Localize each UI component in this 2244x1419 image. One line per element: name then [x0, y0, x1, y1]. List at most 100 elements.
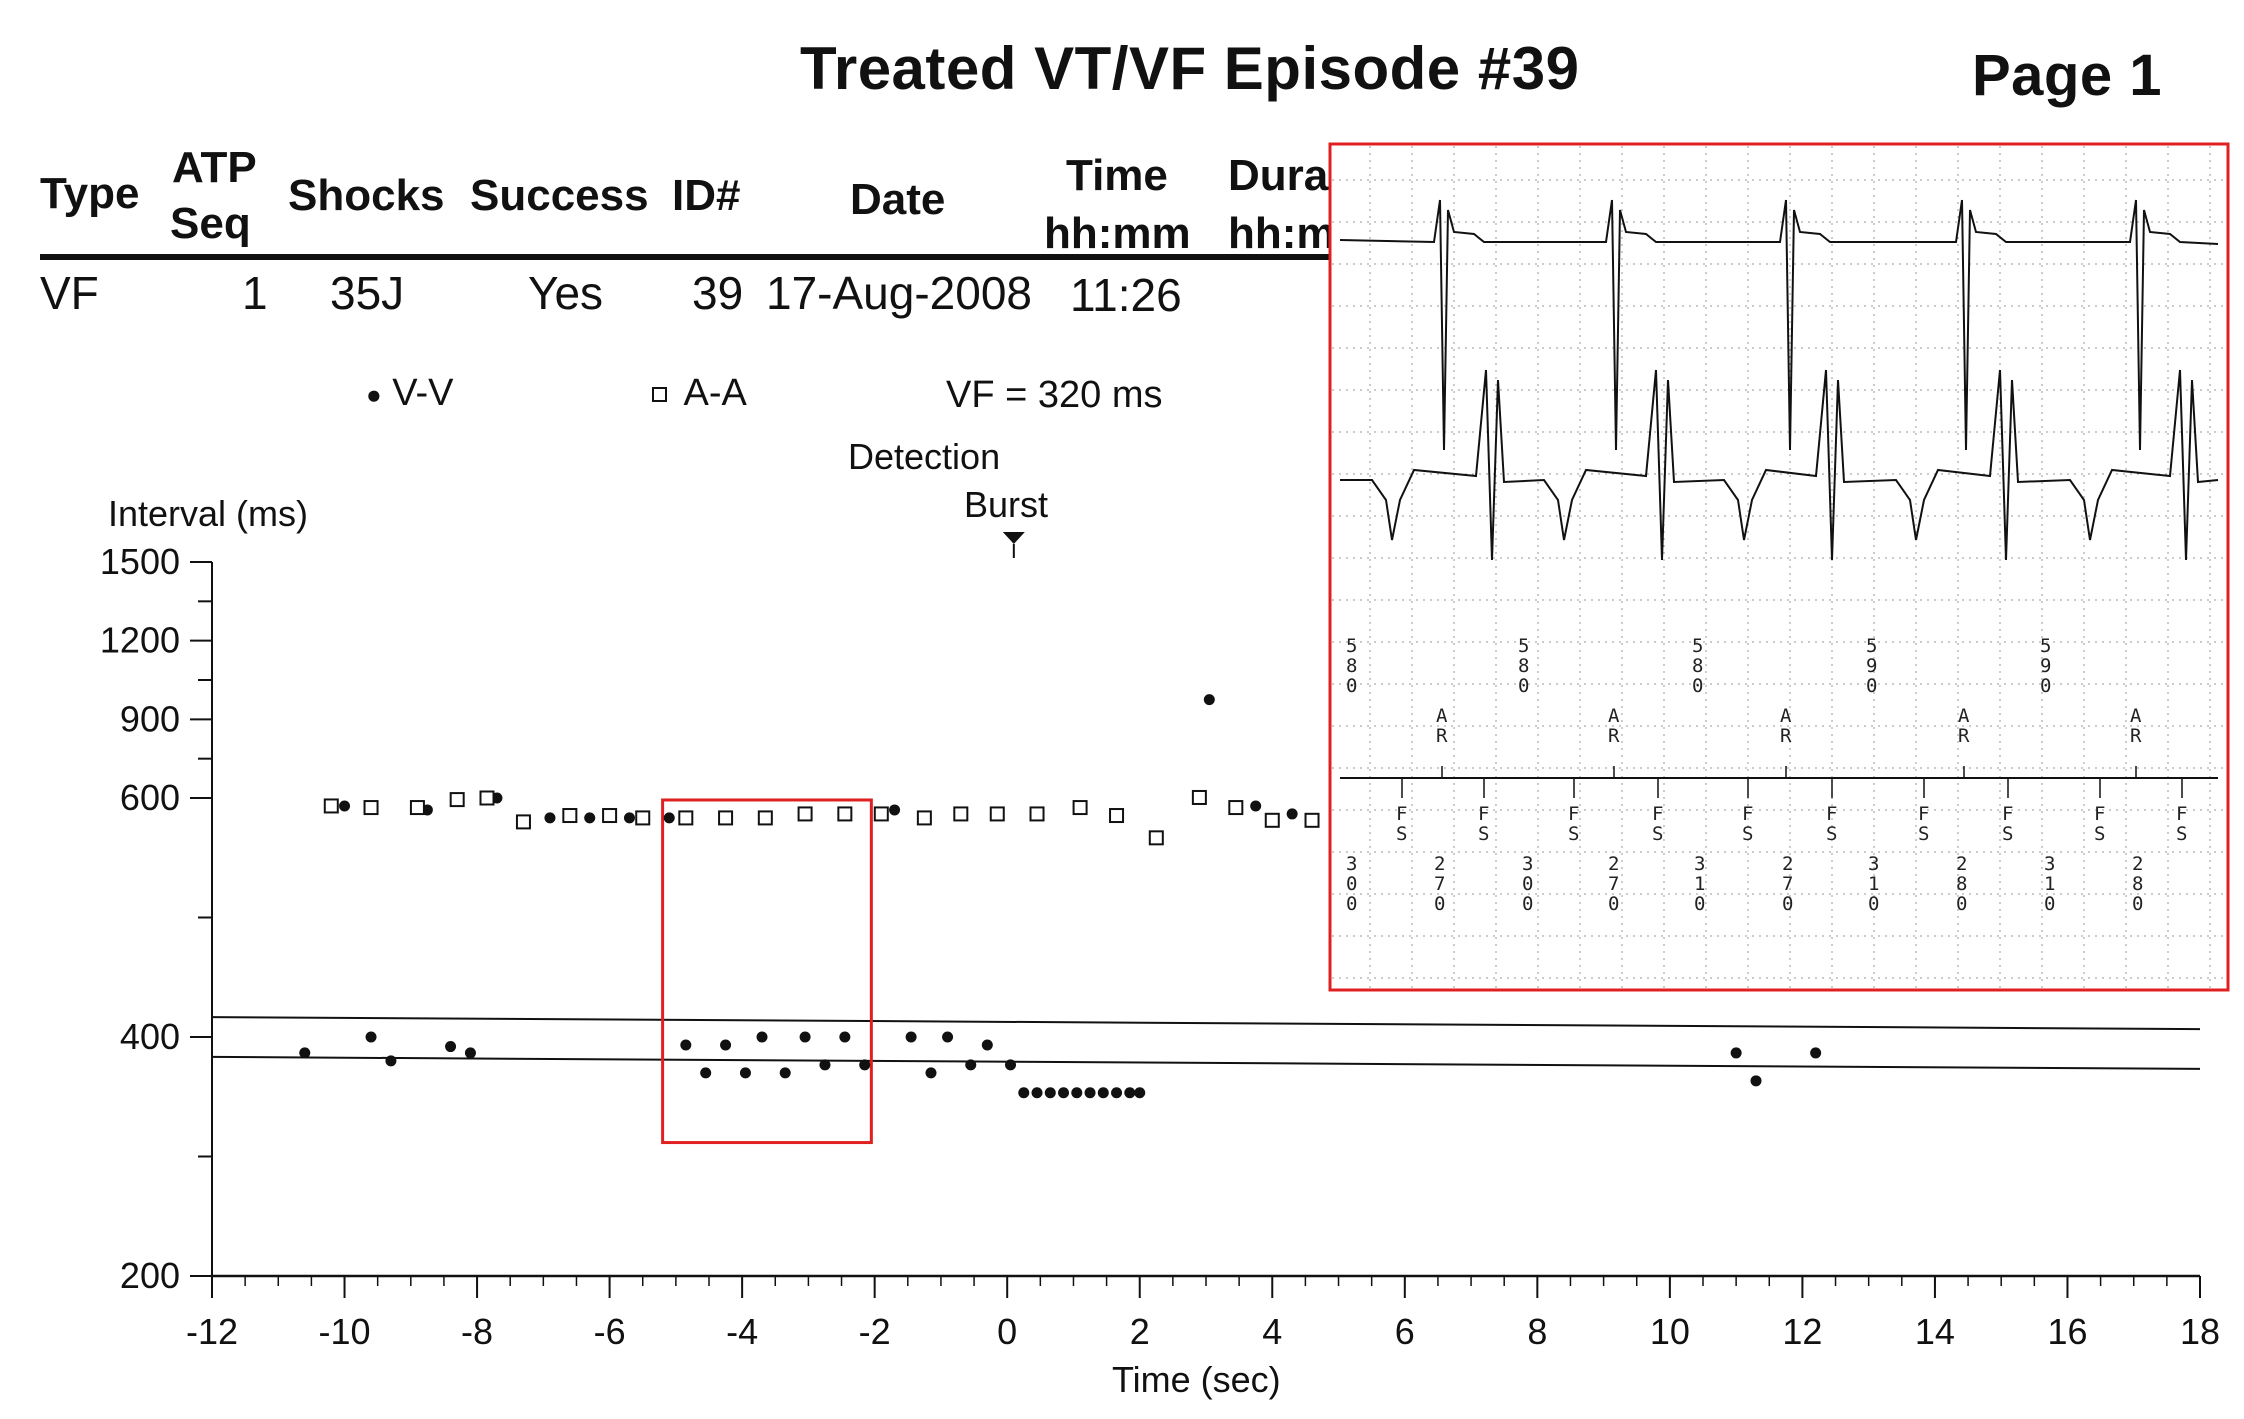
y-tick-label: 1500	[100, 541, 180, 582]
x-tick-label: 6	[1395, 1311, 1415, 1352]
y-tick-label: 600	[120, 777, 180, 818]
vf-zone-label: VF = 320 ms	[946, 374, 1163, 416]
vv-point	[1286, 808, 1298, 820]
vv-point	[1058, 1087, 1070, 1099]
aa-point	[409, 800, 425, 816]
vv-point	[925, 1067, 937, 1079]
aa-point	[1148, 830, 1164, 846]
vv-point	[942, 1031, 954, 1043]
y-tick-label: 400	[120, 1016, 180, 1057]
vv-point	[700, 1067, 712, 1079]
aa-point	[363, 800, 379, 816]
vv-point	[1134, 1087, 1146, 1099]
aa-point	[757, 810, 773, 826]
aa-point	[479, 790, 495, 806]
aa-point	[916, 810, 932, 826]
col-shocks: Shocks	[288, 171, 445, 220]
aa-point	[678, 810, 694, 826]
vv-point	[445, 1041, 457, 1053]
aa-point	[1029, 806, 1045, 822]
atrial-egm-trace	[1339, 199, 2219, 451]
vv-point	[584, 812, 596, 824]
aa-point	[989, 806, 1005, 822]
vv-point	[680, 1039, 692, 1051]
aa-point	[1304, 812, 1320, 828]
vv-point	[1111, 1087, 1123, 1099]
x-tick-label: 0	[997, 1311, 1017, 1352]
vv-point	[1018, 1087, 1030, 1099]
x-tick-label: 14	[1915, 1311, 1955, 1352]
page-title: Treated VT/VF Episode #39	[800, 35, 1580, 102]
vv-point	[965, 1059, 977, 1071]
y-axis-label: Interval (ms)	[108, 493, 308, 534]
x-tick-label: -10	[319, 1311, 371, 1352]
x-tick-label: 8	[1527, 1311, 1547, 1352]
legend-aa: A-A	[652, 372, 747, 415]
row-success: Yes	[528, 267, 604, 319]
vv-point	[756, 1031, 768, 1043]
x-axis-label: Time (sec)	[1112, 1359, 1281, 1400]
dot-marker-icon: ●	[366, 379, 382, 410]
vv-point	[981, 1039, 993, 1051]
x-tick-label: 12	[1782, 1311, 1822, 1352]
aa-point	[1109, 808, 1125, 824]
vv-point	[1250, 800, 1262, 812]
table-header-rule	[40, 254, 1340, 260]
vv-point	[299, 1047, 311, 1059]
vv-point	[1750, 1075, 1762, 1087]
vv-point	[663, 812, 675, 824]
col-success: Success	[470, 171, 649, 220]
aa-point	[515, 814, 531, 830]
inset-frame	[1328, 142, 2230, 992]
vv-point	[1071, 1087, 1083, 1099]
vv-point	[819, 1059, 831, 1071]
square-marker-icon	[652, 387, 667, 403]
legend-vv: ● V-V	[366, 372, 454, 414]
burst-marker-icon	[1002, 532, 1025, 544]
row-id: 39	[692, 267, 744, 319]
vv-point	[889, 804, 901, 816]
aa-point	[635, 810, 651, 826]
row-time: 11:26	[1070, 269, 1182, 321]
x-tick-label: -2	[859, 1311, 891, 1352]
col-seq: Seq	[170, 199, 251, 248]
x-tick-label: -6	[594, 1311, 626, 1352]
x-tick-label: -12	[186, 1311, 238, 1352]
col-date: Date	[850, 175, 946, 224]
highlight-box	[661, 798, 873, 1145]
vv-point	[839, 1031, 851, 1043]
vv-point	[365, 1031, 377, 1043]
y-tick-label: 200	[120, 1255, 180, 1296]
y-tick-label: 900	[120, 698, 180, 739]
row-type: VF	[40, 267, 99, 319]
x-tick-label: -8	[461, 1311, 493, 1352]
vv-point	[905, 1031, 917, 1043]
aa-point	[797, 806, 813, 822]
row-shocks: 35J	[330, 267, 405, 319]
vv-point	[1005, 1059, 1017, 1071]
vv-point	[1810, 1047, 1822, 1059]
aa-point	[1191, 789, 1207, 805]
vv-point	[1097, 1087, 1109, 1099]
col-type: Type	[40, 169, 140, 218]
col-id: ID#	[672, 171, 741, 220]
vv-point	[779, 1067, 791, 1079]
